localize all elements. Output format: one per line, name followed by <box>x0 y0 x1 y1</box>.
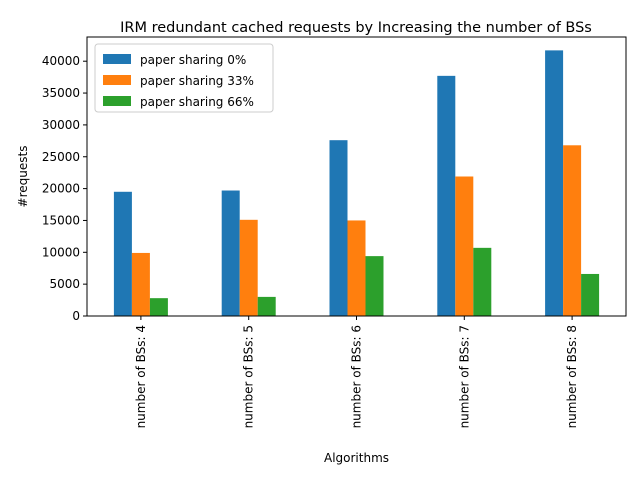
x-axis: number of BSs: 4 number of BSs: 5 number o… <box>134 316 579 428</box>
x-tick-label: number of BSs: 7 <box>457 325 471 428</box>
bar <box>329 140 348 316</box>
bar <box>437 75 456 316</box>
bar <box>545 50 564 317</box>
bar <box>581 273 600 316</box>
y-tick-label: 25000 <box>42 150 80 164</box>
y-axis: 0 5000 10000 15000 20000 25000 30000 35000 40000 <box>42 54 87 323</box>
x-tick-label: number of BSs: 4 <box>134 325 148 428</box>
legend-label: paper sharing 33% <box>140 74 254 88</box>
x-tick-label: number of BSs: 5 <box>242 325 256 428</box>
legend-swatch <box>103 75 131 85</box>
y-tick-label: 15000 <box>42 213 80 227</box>
y-tick-label: 20000 <box>42 182 80 196</box>
y-axis-label: #requests <box>16 146 30 208</box>
bar <box>113 191 132 316</box>
legend: paper sharing 0% paper sharing 33% paper s… <box>94 43 274 113</box>
bar <box>239 219 258 316</box>
bar <box>473 247 492 316</box>
legend-swatch <box>103 54 131 64</box>
y-tick-label: 5000 <box>49 277 80 291</box>
bar <box>347 220 366 316</box>
bar <box>149 298 168 316</box>
y-tick-label: 10000 <box>42 245 80 259</box>
legend-label: paper sharing 66% <box>140 95 254 109</box>
bar <box>563 145 582 316</box>
bars-layer <box>113 50 600 317</box>
bar <box>257 296 276 316</box>
bar <box>131 252 150 316</box>
x-tick-label: number of BSs: 8 <box>565 325 579 428</box>
legend-box <box>94 43 274 113</box>
y-tick-label: 30000 <box>42 118 80 132</box>
plot-frame <box>86 36 627 317</box>
y-tick-label: 0 <box>72 309 80 323</box>
x-tick-label: number of BSs: 6 <box>350 325 364 428</box>
bar <box>455 176 474 316</box>
y-tick-label: 35000 <box>42 86 80 100</box>
legend-swatch <box>103 96 131 106</box>
bar <box>221 190 240 316</box>
legend-label: paper sharing 0% <box>140 53 246 67</box>
x-axis-label: Algorithms <box>324 451 389 465</box>
chart-title: IRM redundant cached requests by Increas… <box>120 20 592 36</box>
y-tick-label: 40000 <box>42 54 80 68</box>
bar <box>365 256 384 316</box>
